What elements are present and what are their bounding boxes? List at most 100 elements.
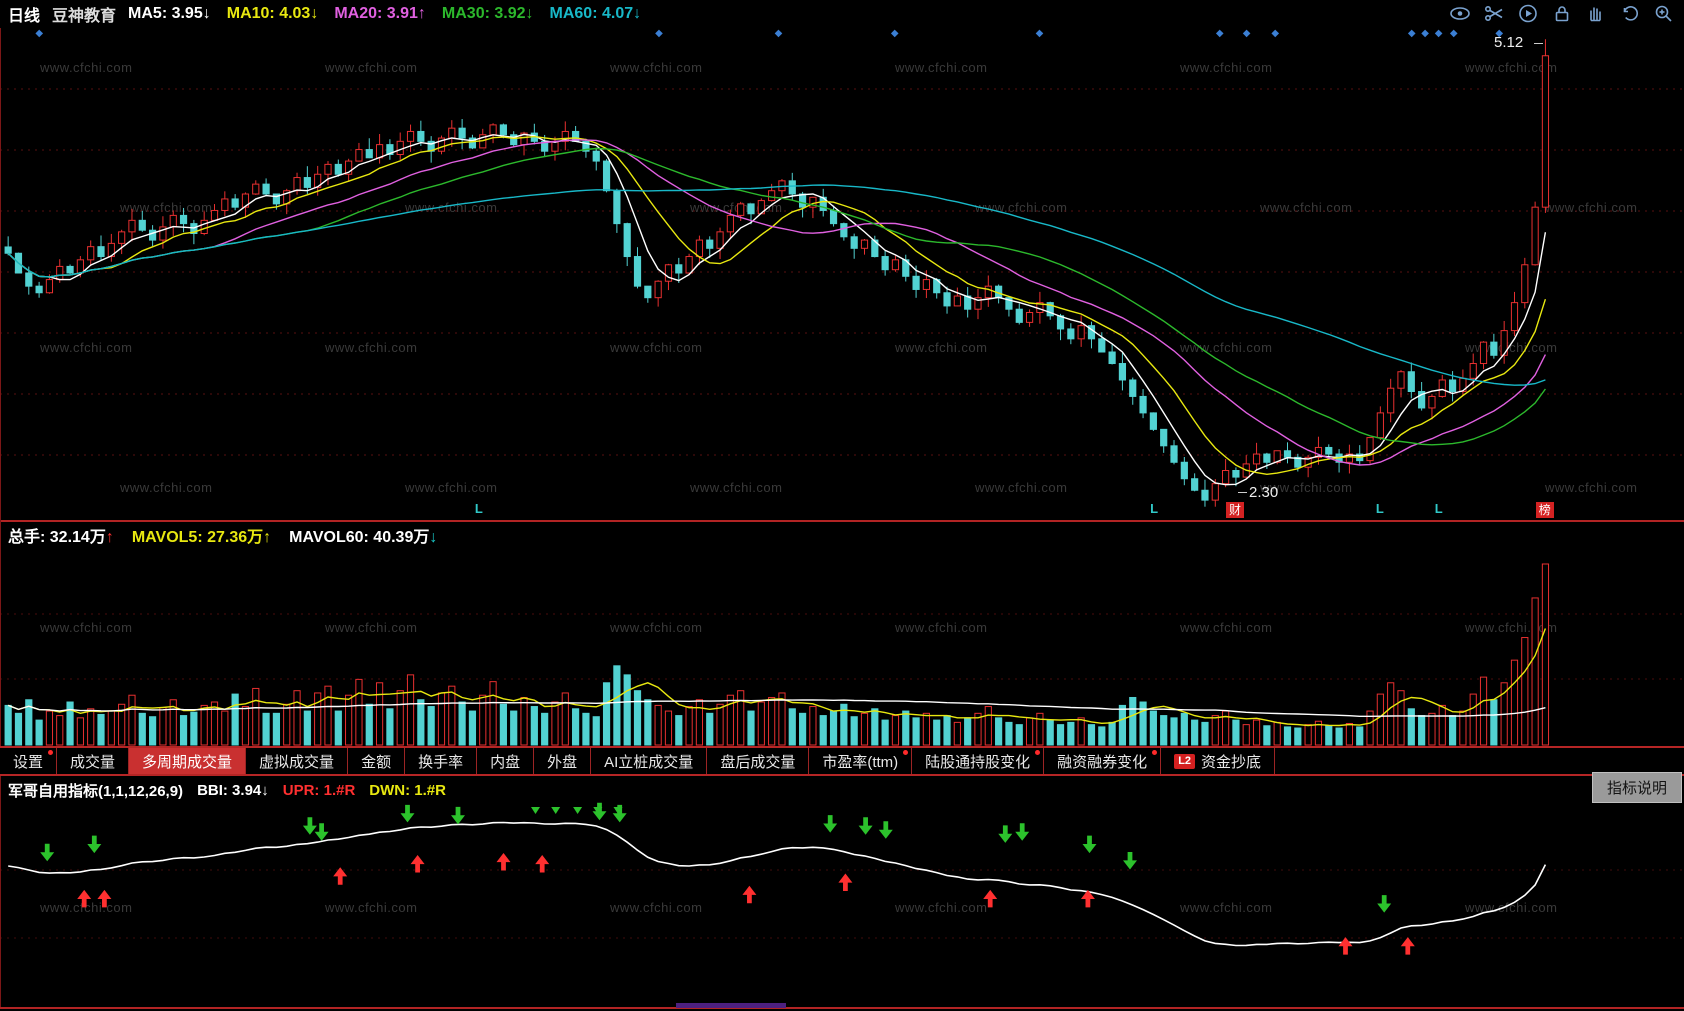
watermark-text: www.cfchi.com bbox=[610, 620, 703, 635]
tab-item-5[interactable]: 金额 bbox=[347, 748, 406, 774]
indicator-chart-canvas[interactable] bbox=[0, 802, 1684, 1007]
volume-chart-canvas[interactable] bbox=[0, 549, 1684, 746]
signal-diamond-icon: ◆ bbox=[1035, 28, 1044, 39]
indicator-dwn-value: DWN: 1.#R bbox=[369, 781, 446, 799]
watermark-text: www.cfchi.com bbox=[975, 480, 1068, 495]
notification-dot-icon bbox=[903, 750, 909, 755]
watermark-text: www.cfchi.com bbox=[405, 480, 498, 495]
sell-arrow-icon bbox=[1082, 835, 1097, 854]
volume-stat-1: MAVOL5: 27.36万↑ bbox=[131, 529, 272, 546]
price-low-label: 2.30 bbox=[1249, 484, 1279, 501]
price-low-tick bbox=[1238, 492, 1247, 493]
tab-item-3[interactable]: 多周期成交量 bbox=[128, 748, 247, 774]
tab-label: 换手率 bbox=[418, 753, 464, 771]
watermark-text: www.cfchi.com bbox=[1260, 480, 1353, 495]
tab-item-4[interactable]: 虚拟成交量 bbox=[245, 748, 349, 774]
tab-label: 设置 bbox=[13, 753, 44, 771]
tab-item-13[interactable]: 融资融券变化 bbox=[1043, 748, 1162, 774]
indicator-chart[interactable] bbox=[0, 802, 1684, 1007]
buy-arrow-icon bbox=[1080, 889, 1095, 908]
sell-arrow-icon bbox=[1377, 895, 1392, 913]
ma-values: MA5: 3.95↓ MA10: 4.03↓ MA20: 3.91↑ MA30: 3.… bbox=[128, 5, 641, 23]
tab-label: 融资融券变化 bbox=[1057, 753, 1148, 771]
sell-arrow-icon bbox=[400, 804, 415, 823]
tab-label: 成交量 bbox=[70, 753, 116, 771]
event-badge[interactable]: 财 bbox=[1225, 502, 1244, 518]
volume-stat-2: MAVOL60: 40.39万↓ bbox=[289, 529, 438, 546]
watermark-text: www.cfchi.com bbox=[895, 900, 988, 915]
tab-item-12[interactable]: 陆股通持股变化 bbox=[911, 748, 1045, 774]
signal-diamond-icon: ◆ bbox=[35, 28, 44, 39]
tab-label: 虚拟成交量 bbox=[259, 753, 335, 771]
separator-line bbox=[0, 1007, 1684, 1009]
signal-diamond-icon: ◆ bbox=[774, 28, 783, 39]
watermark-text: www.cfchi.com bbox=[1180, 60, 1273, 75]
buy-arrow-icon bbox=[1400, 937, 1415, 955]
notification-dot-icon bbox=[48, 750, 54, 755]
signal-diamond-icon: ◆ bbox=[890, 28, 899, 39]
signal-diamond-icon: ◆ bbox=[655, 28, 663, 39]
tab-item-11[interactable]: 市盈率(ttm) bbox=[808, 748, 913, 774]
eye-icon[interactable] bbox=[1448, 3, 1472, 24]
watermark-text: www.cfchi.com bbox=[1180, 900, 1273, 915]
watermark-text: www.cfchi.com bbox=[325, 340, 418, 355]
sell-arrow-icon bbox=[592, 802, 607, 821]
watermark-text: www.cfchi.com bbox=[325, 620, 418, 635]
signal-triangle-icon bbox=[573, 807, 583, 814]
event-badge[interactable]: 榜 bbox=[1535, 502, 1554, 518]
buy-arrow-icon bbox=[1338, 937, 1353, 955]
tab-label: AI立桩成交量 bbox=[604, 753, 694, 771]
watermark-text: www.cfchi.com bbox=[1180, 620, 1273, 635]
tab-item-6[interactable]: 换手率 bbox=[404, 748, 478, 774]
signal-diamond-icon: ◆ bbox=[1215, 28, 1224, 39]
watermark-text: www.cfchi.com bbox=[1545, 480, 1638, 495]
zoom-icon[interactable] bbox=[1652, 3, 1676, 24]
sell-arrow-icon bbox=[612, 804, 627, 823]
volume-chart[interactable] bbox=[0, 549, 1684, 746]
undo-icon[interactable] bbox=[1618, 3, 1642, 24]
tab-label: 内盘 bbox=[490, 753, 521, 771]
notification-dot-icon bbox=[1152, 750, 1158, 755]
watermark-text: www.cfchi.com bbox=[1465, 340, 1558, 355]
lock-icon[interactable] bbox=[1550, 3, 1574, 24]
scroll-marker[interactable] bbox=[676, 1003, 786, 1008]
tab-item-1[interactable]: 设置 bbox=[0, 748, 58, 774]
indicator-help-button[interactable]: 指标说明 bbox=[1591, 772, 1682, 803]
ma-value-ma30: MA30: 3.92↓ bbox=[441, 5, 534, 22]
scissors-icon[interactable] bbox=[1482, 3, 1506, 24]
l-mark: L bbox=[1375, 501, 1384, 516]
tab-item-7[interactable]: 内盘 bbox=[476, 748, 535, 774]
notification-dot-icon bbox=[1035, 750, 1041, 755]
sell-arrow-icon bbox=[1015, 823, 1030, 841]
tab-item-2[interactable]: 成交量 bbox=[56, 748, 130, 774]
buy-arrow-icon bbox=[838, 873, 853, 891]
tab-item-9[interactable]: AI立桩成交量 bbox=[590, 748, 708, 774]
price-chart[interactable]: 5.12 2.30 ◆ ◆ ◆ ◆ ◆ ◆ ◆ ◆ ◆ ◆ ◆ ◆ ◆ L L L L 财 榜 bbox=[0, 28, 1684, 520]
play-icon[interactable] bbox=[1516, 3, 1540, 24]
l-mark: L bbox=[1150, 501, 1159, 516]
sell-arrow-icon bbox=[87, 835, 102, 854]
tab-bar: 设置 成交量 多周期成交量 虚拟成交量 金额 换手率 内盘 外盘 AI立桩成交量 盘后成交量 市盈率… bbox=[0, 746, 1684, 776]
ma-value-ma5: MA5: 3.95↓ bbox=[128, 5, 211, 22]
watermark-text: www.cfchi.com bbox=[895, 620, 988, 635]
signal-diamond-icon: ◆ bbox=[1434, 28, 1443, 39]
watermark-text: www.cfchi.com bbox=[690, 480, 783, 495]
tab-item-8[interactable]: 外盘 bbox=[533, 748, 592, 774]
hand-icon[interactable] bbox=[1584, 3, 1608, 24]
watermark-text: www.cfchi.com bbox=[40, 60, 133, 75]
volume-stat-0: 总手: 32.14万↑ bbox=[8, 529, 114, 546]
signal-diamond-icon: ◆ bbox=[1407, 28, 1416, 39]
toolbar bbox=[1448, 3, 1676, 24]
signal-diamond-icon: ◆ bbox=[1271, 28, 1280, 39]
buy-arrow-icon bbox=[535, 855, 550, 873]
buy-arrow-icon bbox=[97, 889, 112, 908]
price-high-label: 5.12 bbox=[1494, 34, 1524, 51]
tab-item-14[interactable]: L2 资金抄底 bbox=[1160, 748, 1276, 774]
tab-item-10[interactable]: 盘后成交量 bbox=[706, 748, 810, 774]
sell-arrow-icon bbox=[998, 825, 1013, 843]
price-chart-canvas[interactable] bbox=[0, 28, 1684, 520]
indicator-header: 军哥自用指标(1,1,12,26,9) BBI: 3.94↓ UPR: 1.#R… bbox=[0, 779, 446, 801]
watermark-text: www.cfchi.com bbox=[325, 900, 418, 915]
separator-line bbox=[0, 520, 1684, 522]
